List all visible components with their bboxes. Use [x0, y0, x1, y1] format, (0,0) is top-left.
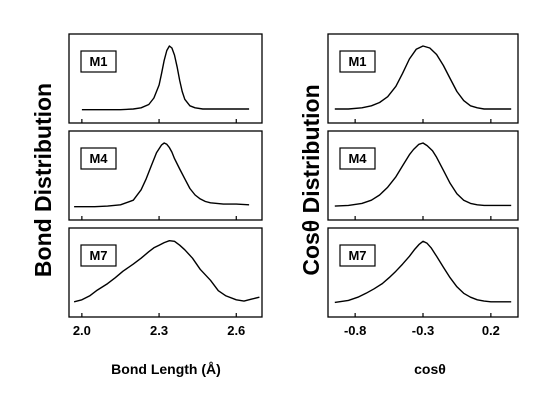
series-line: [81, 45, 250, 111]
panel-label-box: [80, 147, 117, 170]
right-ylabel: Cosθ Distribution: [298, 84, 324, 275]
right-xlabel: cosθ: [414, 361, 446, 377]
x-tick-label: -0.8: [344, 323, 366, 338]
panel-label: M7: [89, 248, 107, 263]
series-line: [334, 45, 512, 110]
panel-frame: [68, 227, 263, 318]
left-xlabel: Bond Length (Å): [111, 361, 221, 377]
panel-label-box: [339, 50, 376, 73]
panel-frame: [68, 33, 263, 124]
series-line: [334, 142, 512, 207]
panel-label: M4: [89, 151, 108, 166]
panel-label-box: [339, 147, 376, 170]
series-line: [74, 142, 250, 208]
panel-label: M7: [348, 248, 366, 263]
panel-label-box: [80, 50, 117, 73]
panel-label-box: [339, 244, 376, 267]
x-tick-label: 0.2: [482, 323, 500, 338]
x-tick-label: 2.0: [73, 323, 91, 338]
x-tick-label: 2.3: [150, 323, 168, 338]
x-tick-label: 2.6: [227, 323, 245, 338]
panel-label: M4: [348, 151, 367, 166]
panel-label: M1: [348, 54, 366, 69]
panel-frame: [68, 130, 263, 221]
series-line: [334, 240, 512, 304]
panel-label-box: [80, 244, 117, 267]
panel-label: M1: [89, 54, 107, 69]
x-tick-label: -0.3: [412, 323, 434, 338]
panel-frame: [327, 130, 519, 221]
series-line: [73, 239, 260, 303]
left-ylabel: Bond Distribution: [30, 83, 56, 277]
